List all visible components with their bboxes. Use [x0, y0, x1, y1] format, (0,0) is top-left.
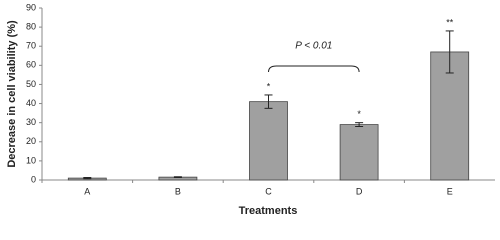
y-tick-label: 70 [26, 41, 36, 51]
y-axis-title: Decrease in cell viability (%) [6, 20, 18, 168]
x-axis-title: Treatments [239, 205, 298, 217]
significance-label: * [267, 81, 271, 91]
x-tick-label: D [356, 186, 363, 196]
y-tick-label: 30 [26, 117, 36, 127]
x-tick-label: C [265, 186, 272, 196]
x-tick-label: E [447, 186, 453, 196]
y-tick-label: 50 [26, 79, 36, 89]
x-tick-label: A [84, 186, 90, 196]
significance-label: ** [446, 17, 454, 27]
y-tick-label: 90 [26, 2, 36, 12]
y-tick-label: 10 [26, 155, 36, 165]
y-tick-label: 80 [26, 21, 36, 31]
y-tick-label: 60 [26, 60, 36, 70]
x-tick-label: B [175, 186, 181, 196]
annotation: P < 0.01 [295, 41, 332, 52]
y-tick-label: 20 [26, 136, 36, 146]
significance-label: * [357, 109, 361, 119]
y-tick-label: 0 [31, 174, 36, 184]
y-tick-label: 40 [26, 98, 36, 108]
bar [249, 101, 288, 181]
bar [339, 124, 379, 181]
chart: Decrease in cell viability (%) Treatment… [6, 2, 495, 217]
significance-bracket [268, 65, 360, 73]
